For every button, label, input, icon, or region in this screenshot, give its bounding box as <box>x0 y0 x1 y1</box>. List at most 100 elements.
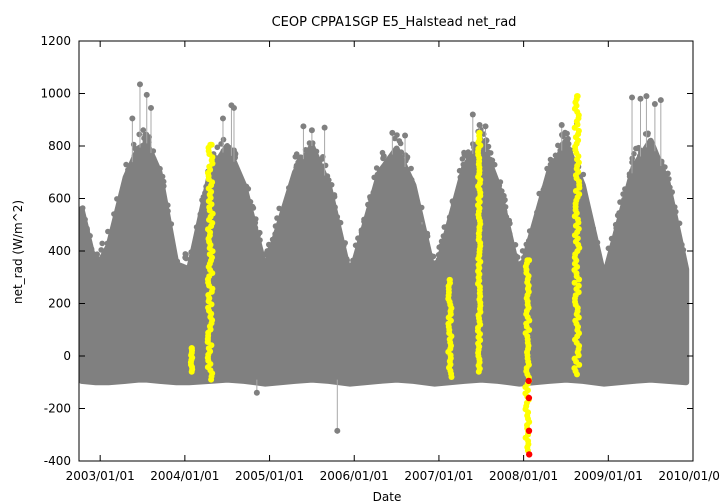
normal-data-point <box>565 141 572 147</box>
flagged-point <box>575 127 582 134</box>
normal-data-point <box>365 201 371 208</box>
normal-data-point <box>370 189 377 196</box>
normal-data-point <box>168 221 175 227</box>
normal-data-point <box>179 263 185 270</box>
flagged-point <box>575 282 582 289</box>
y-tick-label: 400 <box>48 244 71 258</box>
normal-data-point <box>220 136 227 143</box>
normal-data-point <box>672 204 678 210</box>
normal-data-point <box>501 192 507 199</box>
normal-data-point <box>438 242 445 249</box>
x-tick-label: 2003/01/01 <box>66 469 135 483</box>
normal-data-point <box>446 214 453 220</box>
normal-data-point <box>111 211 117 217</box>
y-axis: -400 -200 0 200 400 600 800 1000 1200 <box>40 34 693 468</box>
normal-data-point <box>160 178 167 185</box>
normal-data-point <box>214 144 221 151</box>
normal-data-point <box>556 152 562 159</box>
normal-data-point <box>136 131 142 138</box>
normal-data-point <box>165 208 171 214</box>
normal-data-point <box>199 197 205 203</box>
outlier-point <box>136 81 143 88</box>
normal-data-point <box>125 167 131 173</box>
normal-data-point <box>407 175 414 182</box>
normal-data-point <box>376 172 383 179</box>
normal-data-point <box>431 262 438 268</box>
normal-data-point <box>622 186 628 192</box>
normal-data-point <box>423 230 429 237</box>
normal-data-point <box>337 219 344 226</box>
normal-data-point <box>151 156 157 162</box>
normal-data-point <box>501 208 508 214</box>
normal-data-point <box>255 232 261 238</box>
normal-data-point <box>393 145 400 152</box>
normal-data-point <box>513 253 519 259</box>
flagged-point <box>571 279 578 286</box>
normal-data-point <box>506 218 512 224</box>
normal-data-point <box>487 156 494 163</box>
normal-data-point <box>613 225 619 231</box>
normal-data-point <box>398 149 405 155</box>
outlier-point <box>418 224 425 231</box>
normal-data-point <box>141 135 147 141</box>
y-tick-label: 600 <box>48 192 71 206</box>
flagged-point <box>476 129 483 136</box>
normal-data-point <box>123 161 129 168</box>
normal-data-point <box>617 215 624 221</box>
outlier-point <box>300 123 307 130</box>
x-axis-label: Date <box>373 490 402 504</box>
normal-data-point <box>430 267 436 274</box>
normal-data-point <box>580 171 587 178</box>
normal-data-point <box>512 242 519 248</box>
normal-data-point <box>544 179 550 185</box>
outlier-point <box>476 122 483 128</box>
normal-data-point <box>82 216 88 223</box>
normal-data-point <box>459 156 466 162</box>
normal-data-point <box>441 236 448 243</box>
flagged-point <box>188 345 195 352</box>
outlier-point <box>469 111 476 118</box>
flagged-point <box>571 355 578 362</box>
normal-data-point <box>565 145 571 151</box>
outlier-point <box>219 115 226 122</box>
normal-data-point <box>197 211 204 217</box>
normal-data-point <box>403 158 409 164</box>
normal-data-point <box>527 237 534 243</box>
normal-data-point <box>182 254 188 261</box>
normal-data-point <box>79 205 86 211</box>
outlier-point <box>651 101 658 107</box>
normal-data-point <box>121 180 127 187</box>
y-tick-label: 0 <box>63 349 71 363</box>
x-axis: 2003/01/01 2004/01/01 2005/01/01 2006/01/01… <box>66 41 720 483</box>
outlier-point <box>334 427 341 434</box>
y-tick-label: 200 <box>48 297 71 311</box>
normal-data-point <box>489 168 495 174</box>
x-tick-label: 2007/01/01 <box>404 469 473 483</box>
normal-data-point <box>272 231 278 237</box>
normal-data-point <box>275 225 282 231</box>
normal-data-point <box>408 165 414 172</box>
normal-data-point <box>605 245 612 252</box>
normal-data-point <box>483 151 490 158</box>
normal-data-point <box>297 154 304 160</box>
normal-data-point <box>260 259 267 266</box>
normal-data-point <box>98 247 104 253</box>
normal-data-point <box>418 204 425 211</box>
normal-data-point <box>487 150 494 156</box>
flagged-point <box>571 365 578 372</box>
normal-data-point <box>293 164 300 171</box>
normal-data-point <box>373 165 380 171</box>
normal-data-point <box>84 227 90 233</box>
outlier-point <box>321 124 328 131</box>
outlier-point <box>629 94 636 101</box>
bad-point <box>525 427 533 434</box>
normal-data-point <box>331 204 338 210</box>
outlier-point <box>129 115 136 122</box>
normal-data-point <box>350 257 356 264</box>
outlier-point <box>643 93 650 100</box>
normal-data-point <box>328 182 335 188</box>
normal-data-point <box>341 242 347 249</box>
normal-data-point <box>544 165 550 172</box>
plot-area <box>78 81 690 458</box>
outlier-point <box>657 97 664 104</box>
